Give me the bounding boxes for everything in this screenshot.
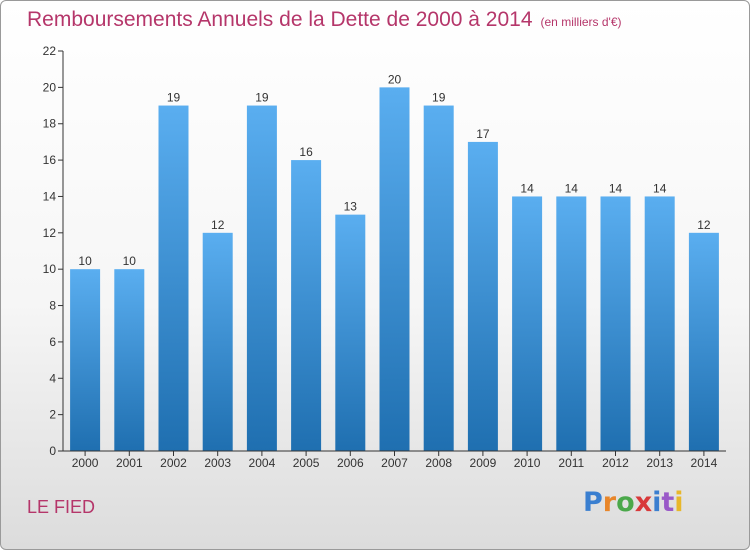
bar-2002 [158, 105, 189, 451]
x-tick-label-2007: 2007 [381, 456, 408, 470]
value-label-2000: 10 [78, 254, 92, 268]
x-tick-label-2009: 2009 [470, 456, 497, 470]
bar-2009 [467, 141, 498, 451]
y-tick-label: 4 [49, 371, 56, 385]
commune-name: LE FIED [27, 497, 96, 517]
logo-letter: P [583, 487, 603, 518]
y-tick-label: 14 [43, 189, 57, 203]
proxiti-logo: Proxiti [583, 487, 684, 518]
bar-2011 [556, 196, 587, 451]
y-tick-label: 12 [43, 226, 57, 240]
x-tick-label-2008: 2008 [425, 456, 452, 470]
y-tick-label: 0 [49, 444, 56, 458]
y-tick-label: 8 [49, 299, 56, 313]
bar-2005 [291, 160, 322, 451]
bar-2014 [688, 232, 719, 451]
y-tick-label: 18 [43, 117, 57, 131]
logo-letter: i [674, 487, 684, 518]
x-tick-label-2014: 2014 [691, 456, 718, 470]
bar-2012 [600, 196, 631, 451]
x-tick-label-2006: 2006 [337, 456, 364, 470]
x-tick-label-2010: 2010 [514, 456, 541, 470]
x-tick-label-2000: 2000 [72, 456, 99, 470]
y-tick-label: 22 [43, 44, 57, 58]
value-label-2002: 19 [167, 91, 181, 105]
y-tick-label: 6 [49, 335, 56, 349]
x-tick-label-2001: 2001 [116, 456, 143, 470]
logo-letter: o [616, 487, 635, 518]
value-label-2009: 17 [476, 127, 490, 141]
bar-2004 [246, 105, 277, 451]
value-label-2004: 19 [255, 91, 269, 105]
x-tick-label-2012: 2012 [602, 456, 629, 470]
chart-title-main: Remboursements Annuels de la Dette de 20… [27, 8, 533, 31]
bar-2001 [114, 269, 145, 451]
x-tick-label-2003: 2003 [204, 456, 231, 470]
value-label-2005: 16 [299, 145, 313, 159]
bar-2000 [70, 269, 101, 451]
bar-2006 [335, 214, 366, 451]
value-label-2003: 12 [211, 218, 225, 232]
chart-title: Remboursements Annuels de la Dette de 20… [27, 8, 622, 32]
bar-2010 [512, 196, 543, 451]
value-label-2014: 12 [697, 218, 711, 232]
y-tick-label: 10 [43, 262, 57, 276]
value-label-2011: 14 [565, 181, 579, 195]
bar-2013 [644, 196, 675, 451]
y-tick-label: 2 [49, 408, 56, 422]
logo-letter: x [634, 487, 653, 518]
logo-letter: i [652, 487, 662, 518]
value-label-2013: 14 [653, 181, 667, 195]
chart-subtitle: (en milliers d'€) [540, 15, 622, 29]
value-label-2008: 19 [432, 91, 446, 105]
value-label-2001: 10 [123, 254, 137, 268]
logo-letter: r [602, 487, 617, 518]
x-tick-label-2011: 2011 [558, 456, 584, 470]
x-tick-label-2004: 2004 [249, 456, 276, 470]
value-label-2012: 14 [609, 181, 623, 195]
logo-letter: t [661, 487, 675, 518]
bar-2008 [423, 105, 454, 451]
x-tick-label-2005: 2005 [293, 456, 320, 470]
value-label-2010: 14 [520, 181, 534, 195]
y-tick-label: 20 [43, 80, 57, 94]
y-tick-label: 16 [43, 153, 57, 167]
bar-2007 [379, 87, 410, 451]
value-label-2007: 20 [388, 72, 402, 86]
x-tick-label-2013: 2013 [646, 456, 673, 470]
x-tick-label-2002: 2002 [160, 456, 187, 470]
value-label-2006: 13 [344, 200, 358, 214]
bar-2003 [202, 232, 233, 451]
